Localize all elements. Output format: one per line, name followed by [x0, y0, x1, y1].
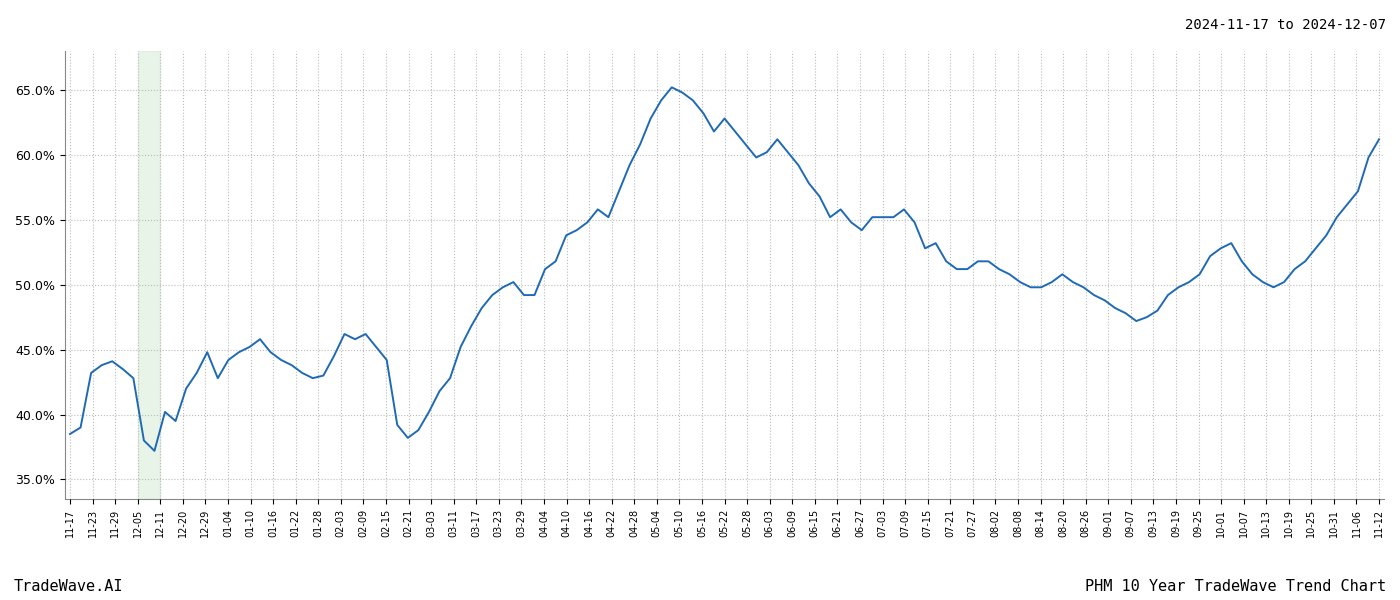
Text: TradeWave.AI: TradeWave.AI — [14, 579, 123, 594]
Text: 2024-11-17 to 2024-12-07: 2024-11-17 to 2024-12-07 — [1184, 18, 1386, 32]
Text: PHM 10 Year TradeWave Trend Chart: PHM 10 Year TradeWave Trend Chart — [1085, 579, 1386, 594]
Bar — [137, 51, 160, 499]
